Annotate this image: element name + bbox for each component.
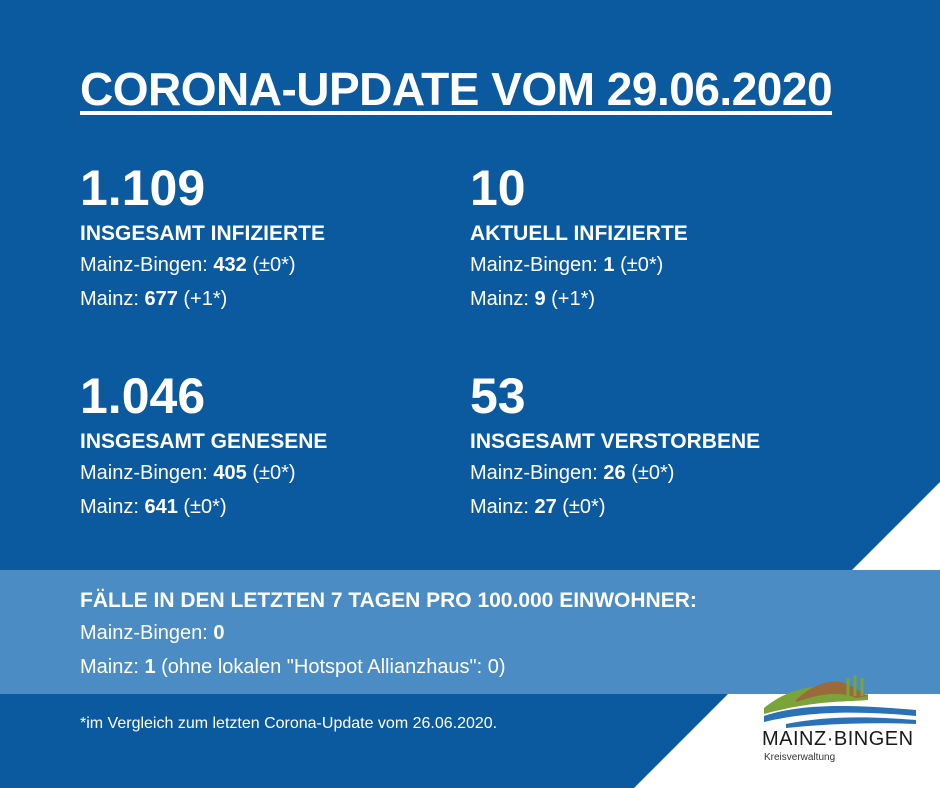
incidence-band: FÄLLE IN DEN LETZTEN 7 TAGEN PRO 100.000…: [0, 570, 940, 694]
footnote: *im Vergleich zum letzten Corona-Update …: [80, 715, 498, 732]
incidence-line-mainz: Mainz: 1 (ohne lokalen "Hotspot Allianzh…: [80, 650, 697, 684]
stat-number: 1.109: [80, 160, 206, 216]
stat-line-mainz: Mainz: 641 (±0*): [80, 490, 460, 524]
line-suffix: (±0*): [246, 462, 296, 484]
incidence-heading: FÄLLE IN DEN LETZTEN 7 TAGEN PRO 100.000…: [80, 589, 697, 612]
line-suffix: (+1*): [177, 288, 228, 310]
stat-total-infected: 1.109 INSGESAMT INFIZIERTE Mainz-Bingen:…: [80, 162, 460, 316]
stat-line-mainz-bingen: Mainz-Bingen: 26 (±0*): [470, 456, 850, 490]
stat-label: AKTUELL INFIZIERTE: [470, 222, 688, 245]
line-prefix: Mainz:: [80, 496, 145, 518]
stat-label: INSGESAMT GENESENE: [80, 430, 328, 453]
line-prefix: Mainz:: [80, 288, 145, 310]
line-value: 0: [213, 622, 225, 644]
line-prefix: Mainz-Bingen:: [80, 622, 214, 644]
line-prefix: Mainz-Bingen:: [470, 462, 604, 484]
stat-line-mainz: Mainz: 27 (±0*): [470, 490, 850, 524]
line-suffix: (±0*): [246, 254, 296, 276]
logo-name: MAINZ·BINGEN: [762, 728, 914, 750]
line-value: 432: [213, 254, 247, 276]
line-value: 1: [603, 254, 615, 276]
stat-currently-infected: 10 AKTUELL INFIZIERTE Mainz-Bingen: 1 (±…: [470, 162, 850, 316]
line-prefix: Mainz:: [80, 656, 145, 678]
line-suffix: (±0*): [177, 496, 227, 518]
stat-total-recovered: 1.046 INSGESAMT GENESENE Mainz-Bingen: 4…: [80, 370, 460, 524]
logo-subtitle: Kreisverwaltung: [764, 752, 836, 763]
stat-line-mainz: Mainz: 9 (+1*): [470, 282, 850, 316]
line-value: 405: [213, 462, 247, 484]
line-suffix: (+1*): [545, 288, 596, 310]
page-title: CORONA-UPDATE VOM 29.06.2020: [80, 63, 833, 115]
line-value: 641: [144, 496, 178, 518]
stat-number: 10: [470, 160, 526, 216]
line-prefix: Mainz-Bingen:: [80, 462, 214, 484]
line-value: 27: [534, 496, 557, 518]
mainz-bingen-logo-icon: [764, 675, 916, 728]
incidence-line-mainz-bingen: Mainz-Bingen: 0: [80, 616, 697, 650]
line-prefix: Mainz:: [470, 496, 535, 518]
stat-line-mainz-bingen: Mainz-Bingen: 432 (±0*): [80, 248, 460, 282]
line-value: 26: [603, 462, 626, 484]
line-suffix: (±0*): [625, 462, 675, 484]
line-value: 9: [534, 288, 546, 310]
line-prefix: Mainz-Bingen:: [470, 254, 604, 276]
stat-line-mainz-bingen: Mainz-Bingen: 1 (±0*): [470, 248, 850, 282]
line-suffix: (±0*): [614, 254, 664, 276]
line-prefix: Mainz:: [470, 288, 535, 310]
stat-number: 1.046: [80, 368, 206, 424]
stat-label: INSGESAMT VERSTORBENE: [470, 430, 761, 453]
line-suffix: (±0*): [556, 496, 606, 518]
stat-line-mainz-bingen: Mainz-Bingen: 405 (±0*): [80, 456, 460, 490]
line-suffix: (ohne lokalen "Hotspot Allianzhaus": 0): [155, 656, 506, 678]
stat-label: INSGESAMT INFIZIERTE: [80, 222, 326, 245]
line-prefix: Mainz-Bingen:: [80, 254, 214, 276]
stat-total-deceased: 53 INSGESAMT VERSTORBENE Mainz-Bingen: 2…: [470, 370, 850, 524]
line-value: 1: [144, 656, 156, 678]
stat-line-mainz: Mainz: 677 (+1*): [80, 282, 460, 316]
line-value: 677: [144, 288, 178, 310]
stat-number: 53: [470, 368, 526, 424]
